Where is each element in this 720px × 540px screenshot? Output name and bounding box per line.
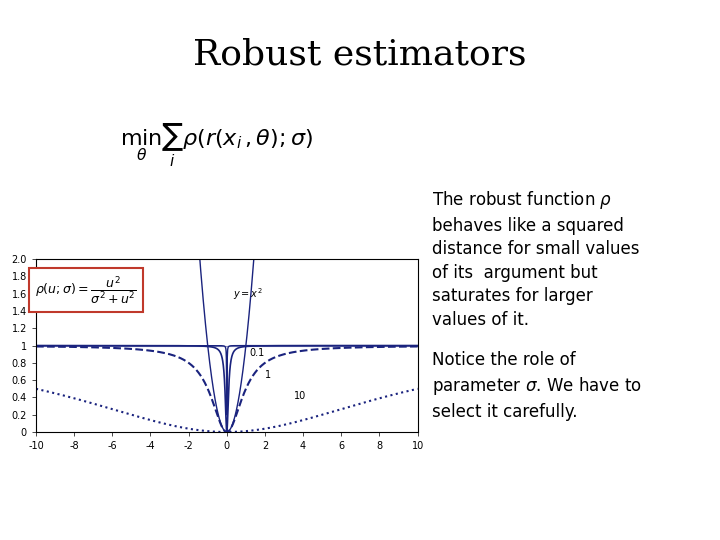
Text: Notice the role of
parameter $\sigma$. We have to
select it carefully.: Notice the role of parameter $\sigma$. W… [432, 351, 642, 421]
Text: $\min_{\theta} \sum_i \rho(r(x_i, \theta); \sigma)$: $\min_{\theta} \sum_i \rho(r(x_i, \theta… [120, 122, 312, 170]
Text: The robust function $\rho$
behaves like a squared
distance for small values
of i: The robust function $\rho$ behaves like … [432, 189, 639, 329]
Text: 1: 1 [265, 369, 271, 380]
Text: 10: 10 [294, 391, 306, 401]
Text: $y=x^2$: $y=x^2$ [233, 286, 264, 302]
Text: $\rho(u;\sigma) = \dfrac{u^2}{\sigma^2+u^2}$: $\rho(u;\sigma) = \dfrac{u^2}{\sigma^2+u… [35, 274, 137, 306]
Text: Robust estimators: Robust estimators [193, 38, 527, 72]
Text: 0.1: 0.1 [250, 348, 265, 358]
